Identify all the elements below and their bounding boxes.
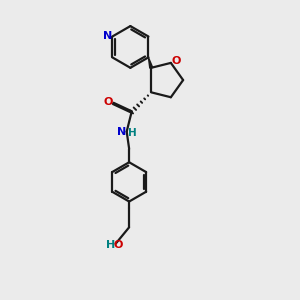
- Text: H: H: [106, 240, 116, 250]
- Text: N: N: [117, 127, 126, 137]
- Polygon shape: [148, 57, 153, 68]
- Text: O: O: [103, 97, 113, 107]
- Text: N: N: [103, 31, 112, 41]
- Text: H: H: [128, 128, 137, 138]
- Text: O: O: [172, 56, 181, 66]
- Text: O: O: [114, 240, 123, 250]
